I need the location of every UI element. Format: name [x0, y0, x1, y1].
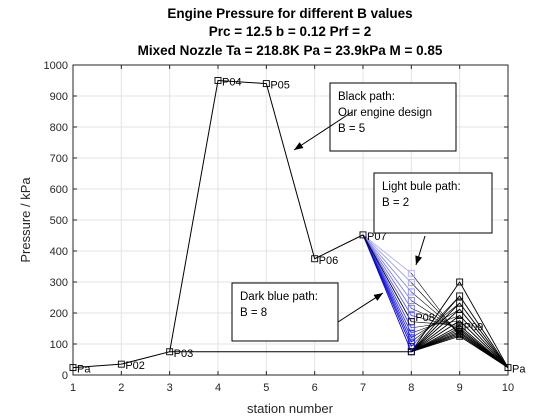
series-line-B-7-link: [411, 302, 460, 343]
annotation-arrowhead-1: [294, 142, 304, 150]
point-label-p07: P07: [367, 231, 387, 243]
annotation-text-2-1: Light bule path:: [382, 181, 461, 193]
point-label-pa: Pa: [77, 364, 91, 376]
annotation-text-2-2: B = 2: [382, 197, 409, 209]
point-label-p04: P04: [222, 77, 242, 89]
marker-P08-B-6: [407, 329, 415, 337]
marker-exit: [504, 364, 512, 372]
series-line-B-5-core: [362, 234, 412, 322]
point-label-p02: P02: [125, 360, 145, 372]
x-tick-label: 7: [360, 382, 366, 394]
annotation-arrowhead-3: [373, 293, 383, 301]
point-label-p06: P06: [319, 255, 339, 267]
y-tick-label: 1000: [44, 60, 68, 72]
point-labels: Pa P02 P03 P04 P05 P06 P07 P08 P09 Pa: [77, 77, 526, 376]
annotation-arrowhead-2: [415, 255, 423, 265]
series-line-B-5-link: [411, 321, 460, 326]
marker-P09-B-5.5: [456, 317, 464, 325]
point-label-pa: Pa: [512, 364, 526, 376]
marker-core-6: [311, 255, 319, 263]
marker-P09-B-5: [456, 321, 464, 329]
marker-P08-B-6.5: [407, 334, 415, 342]
series-line-B-2.5-core: [362, 234, 412, 283]
marker-core-3: [166, 348, 174, 356]
y-tick-label: 200: [50, 308, 68, 320]
series-line-B-8-link: [411, 281, 460, 352]
y-tick-label: 600: [50, 184, 68, 196]
y-tick-label: 400: [50, 246, 68, 258]
marker-P08-bypass: [407, 348, 415, 356]
marker-P08-B-7: [407, 338, 415, 346]
axis-ticks: 1 2 3 4 5 6 7 8 9 1001002003004005006007008009001…: [44, 60, 515, 394]
marker-core-4: [214, 77, 222, 84]
y-tick-label: 500: [50, 215, 68, 227]
series-line-B-8-core: [362, 234, 412, 352]
annotations: Black path: Our engine design B = 5 Light b…: [231, 82, 493, 342]
x-tick-label: 3: [167, 382, 173, 394]
chart-title-line-1: Engine Pressure for different B values: [167, 6, 412, 21]
series-line-B-7.5-link: [411, 295, 460, 347]
y-tick-label: 100: [50, 339, 68, 351]
marker-P09-B-7.5: [456, 292, 464, 300]
series-line-B-3-core: [362, 234, 412, 293]
annotation-box-2: [373, 172, 493, 234]
marker-P08-B-4: [407, 304, 415, 312]
marker-P09-B-7: [456, 299, 464, 307]
annotation-box-1: [329, 82, 457, 152]
annotation-box-3: [231, 282, 339, 342]
marker-P08-B-3.5: [407, 297, 415, 305]
annotation-text-1-2: Our engine design: [338, 107, 432, 119]
core-path-line: [72, 79, 364, 369]
point-label-p05: P05: [270, 80, 290, 92]
series-line-B-4.5-core: [362, 234, 412, 316]
annotation-text-3-2: B = 8: [240, 307, 267, 319]
x-tick-label: 9: [457, 382, 463, 394]
marker-P08-B-2.5: [407, 279, 415, 287]
y-tick-label: 800: [50, 122, 68, 134]
marker-P08-B-3: [407, 288, 415, 296]
x-tick-label: 5: [263, 382, 269, 394]
y-tick-label: 700: [50, 153, 68, 165]
x-tick-label: 1: [70, 382, 76, 394]
marker-P08-B-2: [407, 269, 415, 277]
y-tick-label: 300: [50, 277, 68, 289]
point-label-p03: P03: [174, 348, 194, 360]
x-tick-label: 2: [118, 382, 124, 394]
marker-core-2: [117, 360, 125, 368]
marker-P09-B-8: [456, 278, 464, 286]
marker-core-5: [262, 80, 270, 88]
annotation-text-3-1: Dark blue path:: [240, 291, 318, 303]
y-tick-label: 900: [50, 91, 68, 103]
y-axis-label: Pressure / kPa: [18, 177, 33, 263]
point-label-p09: P09: [464, 321, 484, 333]
x-tick-label: 8: [408, 382, 414, 394]
series-line-B-4-core: [362, 234, 412, 309]
x-axis-label: station number: [247, 401, 334, 416]
annotation-text-1-1: Black path:: [338, 91, 395, 103]
annotation-arrow-1: [293, 111, 353, 151]
x-tick-label: 4: [215, 382, 221, 394]
chart-title-line-2: Prc = 12.5 b = 0.12 Prf = 2: [209, 24, 371, 39]
marker-P08-B-5.5: [407, 324, 415, 332]
point-label-p08: P08: [415, 312, 435, 324]
chart-title-line-3: Mixed Nozzle Ta = 218.8K Pa = 23.9kPa M …: [138, 43, 443, 58]
x-tick-label: 6: [312, 382, 318, 394]
marker-core-1: [69, 364, 77, 372]
y-tick-label: 0: [62, 370, 68, 382]
x-tick-label: 10: [502, 382, 514, 394]
marker-core-7: [359, 231, 367, 239]
annotation-text-1-3: B = 5: [338, 123, 365, 135]
series-lines: [72, 79, 509, 369]
marker-P08-B-7.5: [407, 343, 415, 350]
series-line-B-3.5-core: [362, 234, 412, 301]
series-markers: [69, 77, 512, 372]
series-line-B-2-core: [362, 234, 412, 274]
